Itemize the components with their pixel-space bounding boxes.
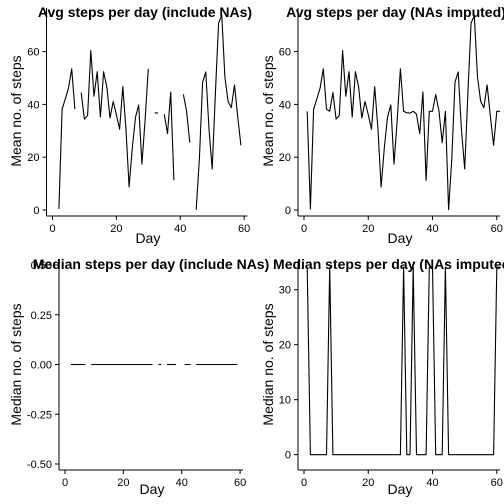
x-axis-label: Day: [388, 230, 413, 246]
y-tick-label: 20: [27, 152, 39, 164]
series-line: [163, 91, 175, 181]
chart-title: Median steps per day (include NAs): [33, 256, 270, 272]
x-tick-label: 60: [234, 477, 246, 489]
x-tick-label: 60: [491, 477, 503, 489]
y-tick-label: 20: [279, 152, 291, 164]
x-axis-label: Day: [140, 481, 165, 497]
y-axis-label: Median no. of steps: [260, 303, 276, 425]
x-tick-label: 40: [426, 477, 438, 489]
x-tick-label: 40: [426, 223, 438, 235]
chart-panel-2: Avg steps per day (NAs imputed) Day Mean n…: [260, 4, 504, 246]
y-tick-label: 40: [279, 99, 291, 111]
x-tick-label: 0: [301, 223, 307, 235]
y-tick-label: 0.25: [31, 310, 52, 322]
y-tick-label: 0: [285, 450, 291, 462]
x-tick-label: 60: [491, 223, 503, 235]
y-tick-label: 20: [279, 340, 291, 352]
series-line: [182, 94, 191, 143]
series-line: [306, 15, 500, 211]
chart-panel-4: Median steps per day (NAs imputed) Day Med…: [260, 256, 504, 497]
series-line: [195, 15, 242, 210]
y-axis-label: Mean no. of steps: [260, 55, 276, 166]
chart-title: Avg steps per day (include NAs): [38, 4, 252, 20]
y-axis-label: Mean no. of steps: [8, 55, 24, 166]
y-tick-label: 10: [279, 395, 291, 407]
x-tick-label: 20: [362, 223, 374, 235]
x-tick-label: 20: [117, 477, 129, 489]
chart-panel-3: Median steps per day (include NAs) Day Med…: [8, 256, 269, 497]
y-axis-label: Median no. of steps: [8, 303, 24, 425]
x-tick-label: 40: [174, 223, 186, 235]
y-tick-label: 60: [279, 47, 291, 59]
x-tick-label: 20: [110, 223, 122, 235]
x-axis-label: Day: [135, 230, 160, 246]
y-tick-label: 30: [279, 285, 291, 297]
x-tick-label: 0: [62, 477, 68, 489]
y-tick-label: 0: [33, 205, 39, 217]
x-axis-label: Day: [388, 481, 413, 497]
chart-title: Avg steps per day (NAs imputed): [286, 4, 504, 20]
series-line: [306, 266, 500, 456]
y-tick-label: 0.50: [31, 260, 52, 272]
chart-panel-1: Avg steps per day (include NAs) Day Mean n…: [8, 4, 252, 246]
series-line: [80, 49, 149, 188]
y-tick-label: 0: [285, 205, 291, 217]
y-tick-label: 0.00: [31, 360, 52, 372]
x-tick-label: 20: [362, 477, 374, 489]
x-tick-label: 0: [301, 477, 307, 489]
y-tick-label: -0.50: [27, 459, 52, 471]
y-tick-label: 40: [27, 99, 39, 111]
chart-title: Median steps per day (NAs imputed): [273, 256, 504, 272]
series-line: [58, 68, 76, 209]
x-tick-label: 40: [176, 477, 188, 489]
x-tick-label: 0: [49, 223, 55, 235]
y-tick-label: -0.25: [27, 409, 52, 421]
y-tick-label: 60: [27, 47, 39, 59]
x-tick-label: 60: [238, 223, 250, 235]
